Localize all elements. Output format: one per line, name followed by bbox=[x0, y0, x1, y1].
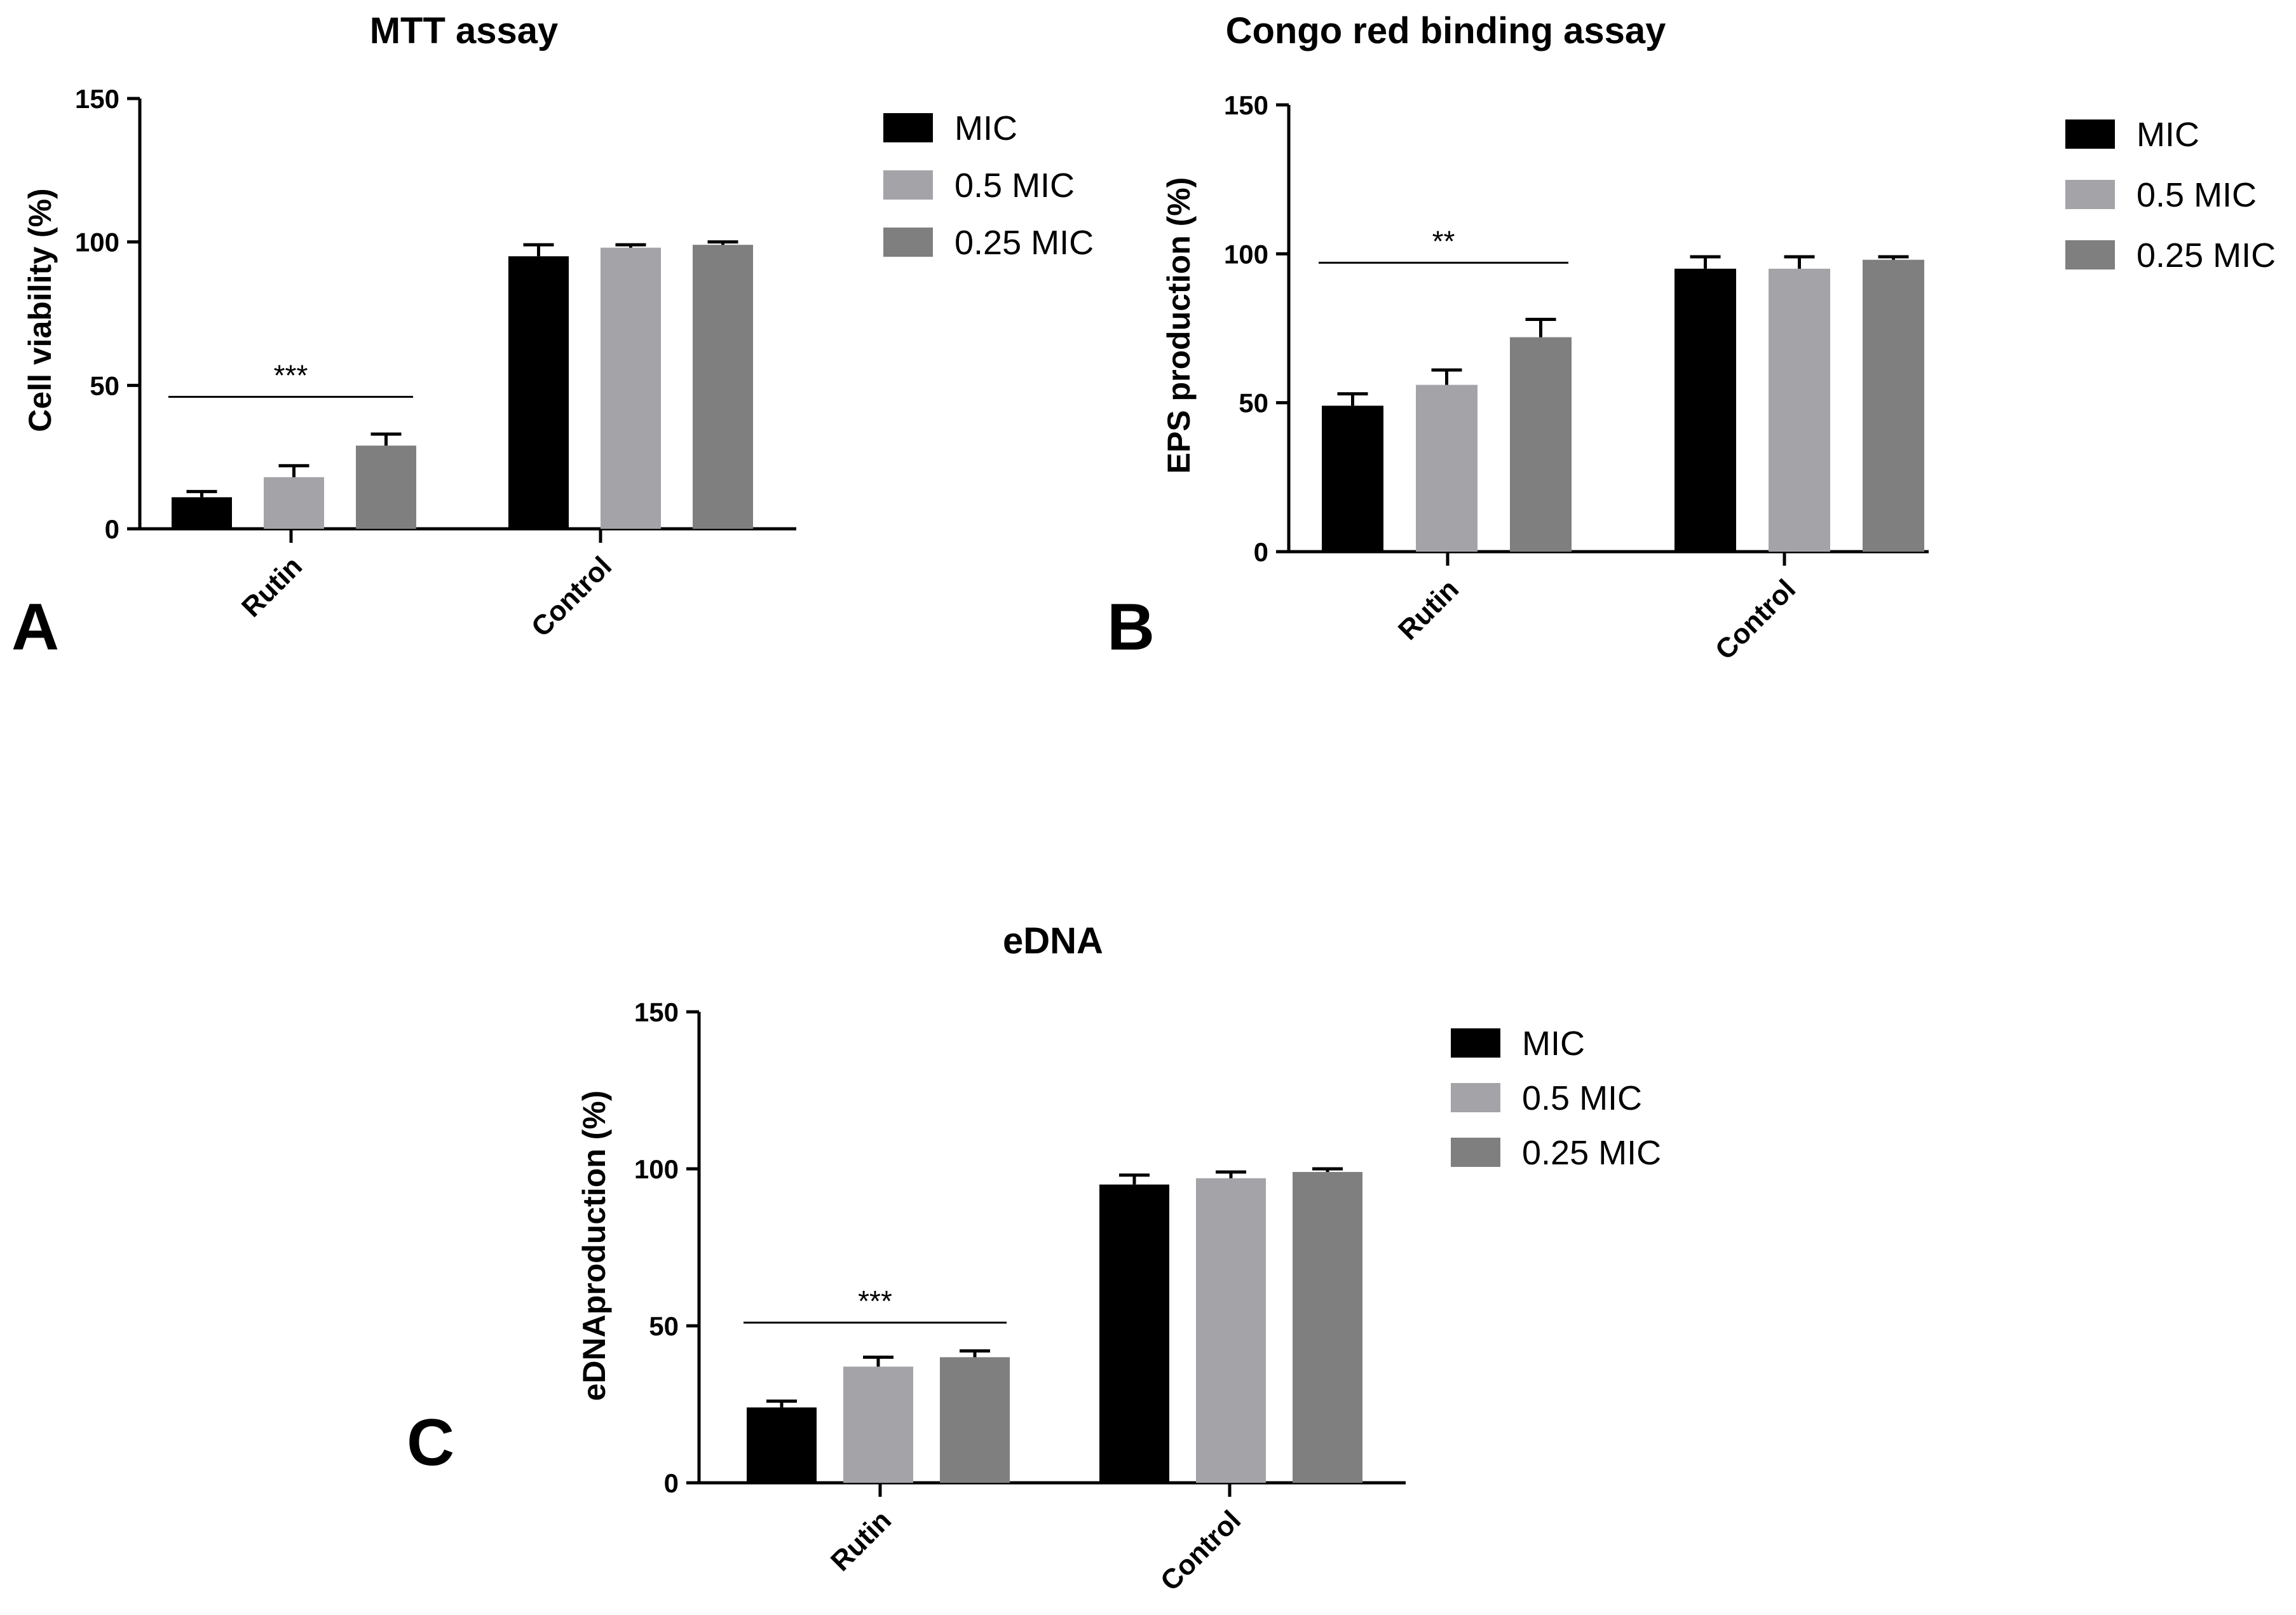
chart-c-significance-label: *** bbox=[858, 1285, 892, 1318]
chart-a-panel-label: A bbox=[11, 590, 59, 664]
chart-c: eDNA eDNAproduction (%) C 050100150Rutin… bbox=[407, 920, 1661, 1597]
chart-a-legend-label: 0.25 MIC bbox=[954, 224, 1094, 262]
chart-b-bar bbox=[1863, 259, 1924, 552]
chart-b-panel-label: B bbox=[1107, 590, 1155, 664]
chart-c-bar bbox=[843, 1366, 913, 1483]
chart-a-legend-label: 0.5 MIC bbox=[954, 167, 1075, 205]
chart-b-significance-label: ** bbox=[1432, 224, 1455, 257]
chart-a-legend-swatch bbox=[883, 170, 933, 200]
chart-b-legend-label: 0.5 MIC bbox=[2136, 176, 2257, 214]
chart-a-y-tick-label: 50 bbox=[90, 371, 119, 400]
chart-a-bar bbox=[508, 256, 569, 529]
chart-a-bar bbox=[172, 497, 232, 529]
chart-c-title: eDNA bbox=[1003, 920, 1103, 962]
chart-b-bar bbox=[1322, 405, 1383, 552]
chart-b-legend-label: MIC bbox=[2136, 116, 2199, 154]
chart-c-y-tick-label: 50 bbox=[649, 1311, 679, 1341]
chart-b-y-tick-label: 50 bbox=[1239, 388, 1268, 418]
chart-a-y-axis-label: Cell viability (%) bbox=[22, 188, 58, 432]
chart-b-legend-swatch bbox=[2065, 119, 2115, 149]
chart-b-title: Congo red binding assay bbox=[1226, 10, 1666, 51]
chart-c-legend-swatch bbox=[1451, 1028, 1500, 1058]
chart-b-bar bbox=[1510, 337, 1572, 552]
chart-b-legend-swatch bbox=[2065, 240, 2115, 269]
chart-c-y-tick-label: 150 bbox=[634, 997, 679, 1027]
chart-b-bar bbox=[1769, 268, 1830, 552]
chart-b-y-tick-label: 150 bbox=[1224, 90, 1268, 120]
chart-c-legend-label: 0.5 MIC bbox=[1522, 1079, 1642, 1117]
chart-a-legend-swatch bbox=[883, 228, 933, 257]
chart-c-bar bbox=[1293, 1171, 1362, 1483]
chart-c-bar bbox=[940, 1357, 1010, 1483]
chart-b-y-tick-label: 100 bbox=[1224, 239, 1268, 269]
chart-c-legend-swatch bbox=[1451, 1138, 1500, 1167]
chart-a-bar bbox=[264, 477, 324, 529]
chart-c-legend-label: MIC bbox=[1522, 1025, 1585, 1063]
chart-b-legend-label: 0.25 MIC bbox=[2136, 236, 2276, 275]
chart-c-legend-swatch bbox=[1451, 1083, 1500, 1112]
chart-b-bar bbox=[1416, 385, 1477, 552]
chart-b-bar bbox=[1674, 268, 1736, 552]
chart-a-y-tick-label: 150 bbox=[75, 84, 119, 114]
chart-c-panel-label: C bbox=[407, 1406, 454, 1480]
chart-a-bar bbox=[356, 446, 416, 529]
chart-a-bar bbox=[693, 245, 753, 529]
chart-a-title: MTT assay bbox=[370, 10, 559, 51]
chart-a-significance-label: *** bbox=[274, 358, 308, 392]
chart-a-legend-swatch bbox=[883, 113, 933, 142]
chart-b-y-axis-label: EPS production (%) bbox=[1161, 177, 1197, 474]
chart-a-bar bbox=[601, 247, 661, 529]
chart-c-y-axis-label: eDNAproduction (%) bbox=[576, 1091, 612, 1401]
chart-a-y-tick-label: 100 bbox=[75, 228, 119, 257]
chart-c-legend-label: 0.25 MIC bbox=[1522, 1134, 1661, 1172]
chart-c-y-tick-label: 100 bbox=[634, 1154, 679, 1184]
chart-c-bar bbox=[1099, 1184, 1169, 1483]
chart-c-bar bbox=[1196, 1178, 1266, 1483]
chart-a-legend-label: MIC bbox=[954, 109, 1017, 147]
chart-b-y-tick-label: 0 bbox=[1254, 537, 1268, 567]
chart-c-y-tick-label: 0 bbox=[664, 1468, 679, 1498]
chart-a-y-tick-label: 0 bbox=[105, 514, 119, 544]
chart-b-legend-swatch bbox=[2065, 180, 2115, 209]
chart-c-bar bbox=[747, 1407, 817, 1483]
